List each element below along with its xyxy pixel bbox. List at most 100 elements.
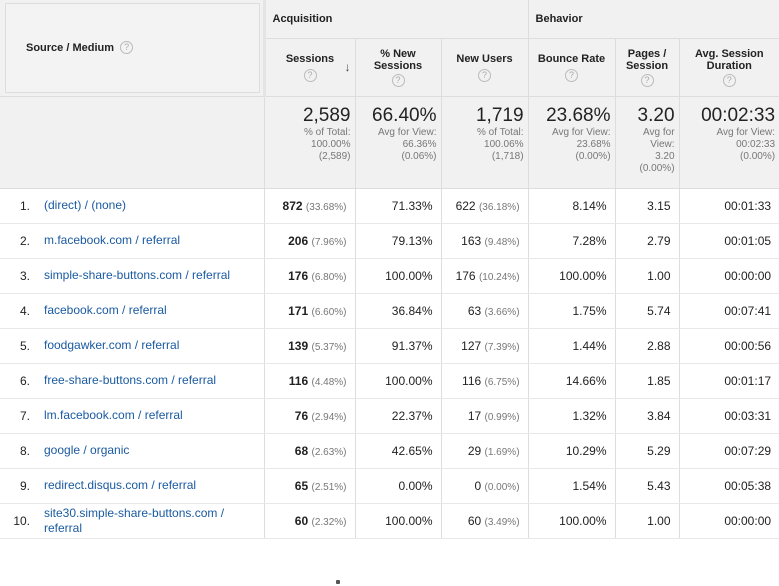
help-icon[interactable]: ?	[565, 68, 579, 82]
source-medium-link[interactable]: free-share-buttons.com / referral	[36, 363, 265, 399]
table-row[interactable]: 5. foodgawker.com / referral 139 (5.37%) 91…	[0, 328, 779, 364]
sessions-cell: 68 (2.63%)	[264, 433, 355, 469]
source-medium-link[interactable]: redirect.disqus.com / referral	[36, 468, 265, 504]
sessions-pct: (7.96%)	[311, 236, 347, 248]
duration-cell: 00:00:56	[678, 328, 779, 364]
row-index: 3.	[0, 258, 36, 294]
sessions-label: Sessions	[285, 52, 335, 65]
help-icon[interactable]: ?	[722, 73, 736, 87]
source-medium-text[interactable]: google / organic	[44, 443, 130, 457]
sessions-value: 872	[282, 198, 303, 213]
source-medium-text[interactable]: foodgawker.com / referral	[44, 338, 180, 352]
source-medium-link[interactable]: site30.simple-share-buttons.com / referra…	[36, 503, 265, 539]
total-sessions-count: (2,589)	[318, 150, 351, 162]
new-users-cell: 116 (6.75%)	[440, 363, 529, 399]
new-users-header[interactable]: New Users ?	[440, 38, 529, 96]
help-icon[interactable]: ?	[120, 41, 134, 55]
sessions-cell: 76 (2.94%)	[264, 398, 355, 434]
total-pages-avg: 3.20	[655, 150, 675, 162]
pct-new-sessions-header[interactable]: % New Sessions ?	[354, 38, 441, 96]
total-bounce-diff: (0.00%)	[575, 150, 611, 162]
total-sessions-value: 2,589	[302, 104, 351, 126]
new-users-pct: (6.75%)	[484, 376, 520, 388]
scroll-indicator	[336, 580, 340, 584]
pages-cell: 5.74	[614, 293, 680, 329]
source-medium-link[interactable]: simple-share-buttons.com / referral	[36, 258, 265, 294]
sessions-value: 206	[288, 233, 309, 248]
pct-new-cell: 100.00%	[354, 258, 441, 294]
sessions-value: 60	[294, 513, 309, 528]
row-index: 5.	[0, 328, 36, 364]
row-index: 7.	[0, 398, 36, 434]
source-medium-text[interactable]: redirect.disqus.com / referral	[44, 478, 197, 492]
new-users-value: 176	[455, 268, 476, 283]
total-new-users-note: % of Total:	[477, 126, 524, 138]
sessions-pct: (4.48%)	[311, 376, 347, 388]
total-new-users-count: (1,718)	[491, 150, 524, 162]
duration-cell: 00:00:00	[678, 258, 779, 294]
source-medium-text[interactable]: m.facebook.com / referral	[44, 233, 181, 247]
pages-cell: 1.00	[614, 503, 680, 539]
total-duration-avg: 00:02:33	[736, 138, 776, 150]
source-medium-link[interactable]: google / organic	[36, 433, 265, 469]
new-users-pct: (3.66%)	[484, 306, 520, 318]
duration-cell: 00:00:00	[678, 503, 779, 539]
source-medium-link[interactable]: facebook.com / referral	[36, 293, 265, 329]
sessions-pct: (2.32%)	[311, 516, 347, 528]
source-medium-label: Source / Medium	[26, 41, 115, 54]
sessions-pct: (6.80%)	[311, 271, 347, 283]
new-users-cell: 29 (1.69%)	[440, 433, 529, 469]
help-icon[interactable]: ?	[640, 73, 654, 87]
table-row[interactable]: 7. lm.facebook.com / referral 76 (2.94%) 22…	[0, 398, 779, 434]
total-duration-diff: (0.00%)	[740, 150, 776, 162]
pct-new-cell: 0.00%	[354, 468, 441, 504]
new-users-cell: 163 (9.48%)	[440, 223, 529, 259]
new-users-cell: 176 (10.24%)	[440, 258, 529, 294]
avg-session-duration-header[interactable]: Avg. Session Duration ?	[678, 38, 779, 96]
pages-cell: 1.00	[614, 258, 680, 294]
pct-new-cell: 42.65%	[354, 433, 441, 469]
total-pages-note: Avg for	[643, 126, 675, 138]
table-row[interactable]: 4. facebook.com / referral 171 (6.60%) 36.8…	[0, 293, 779, 329]
source-medium-text[interactable]: simple-share-buttons.com / referral	[44, 268, 231, 282]
row-index: 9.	[0, 468, 36, 504]
source-medium-link[interactable]: foodgawker.com / referral	[36, 328, 265, 364]
totals-pct-new: 66.40% Avg for View: 66.36% (0.06%)	[354, 95, 441, 189]
source-medium-link[interactable]: lm.facebook.com / referral	[36, 398, 265, 434]
pages-cell: 2.79	[614, 223, 680, 259]
source-medium-link[interactable]: (direct) / (none)	[36, 188, 265, 224]
sessions-value: 65	[294, 478, 309, 493]
sessions-pct: (6.60%)	[311, 306, 347, 318]
source-medium-text[interactable]: lm.facebook.com / referral	[44, 408, 183, 422]
source-medium-text[interactable]: free-share-buttons.com / referral	[44, 373, 217, 387]
help-icon[interactable]: ?	[303, 68, 317, 82]
table-row[interactable]: 1. (direct) / (none) 872 (33.68%) 71.33% 622…	[0, 188, 779, 224]
pct-new-cell: 71.33%	[354, 188, 441, 224]
source-medium-text[interactable]: facebook.com / referral	[44, 303, 167, 317]
total-pct-new-note: Avg for View:	[377, 126, 437, 138]
pages-session-header[interactable]: Pages / Session ?	[614, 38, 680, 96]
source-medium-text-cont[interactable]: referral	[44, 520, 83, 535]
table-row[interactable]: 3. simple-share-buttons.com / referral 176…	[0, 258, 779, 294]
source-medium-text[interactable]: site30.simple-share-buttons.com /	[44, 505, 225, 520]
table-row[interactable]: 6. free-share-buttons.com / referral 116 (…	[0, 363, 779, 399]
sessions-header[interactable]: Sessions ? ↓	[264, 38, 355, 96]
source-medium-link[interactable]: m.facebook.com / referral	[36, 223, 265, 259]
bounce-cell: 10.29%	[527, 433, 616, 469]
sessions-cell: 116 (4.48%)	[264, 363, 355, 399]
source-medium-header[interactable]: Source / Medium ?	[0, 0, 266, 96]
help-icon[interactable]: ?	[391, 73, 405, 87]
new-users-pct: (36.18%)	[478, 201, 520, 213]
sort-down-icon[interactable]: ↓	[344, 59, 351, 74]
table-row[interactable]: 10. site30.simple-share-buttons.com / refe…	[0, 503, 779, 539]
source-medium-text[interactable]: (direct) / (none)	[44, 198, 127, 212]
pct-new-cell: 36.84%	[354, 293, 441, 329]
table-row[interactable]: 8. google / organic 68 (2.63%) 42.65% 29 (1.…	[0, 433, 779, 469]
table-row[interactable]: 9. redirect.disqus.com / referral 65 (2.51…	[0, 468, 779, 504]
sessions-pct: (2.51%)	[311, 481, 347, 493]
pct-new-cell: 100.00%	[354, 503, 441, 539]
help-icon[interactable]: ?	[478, 68, 492, 82]
table-row[interactable]: 2. m.facebook.com / referral 206 (7.96%) 79…	[0, 223, 779, 259]
bounce-rate-header[interactable]: Bounce Rate ?	[527, 38, 616, 96]
new-users-cell: 0 (0.00%)	[440, 468, 529, 504]
